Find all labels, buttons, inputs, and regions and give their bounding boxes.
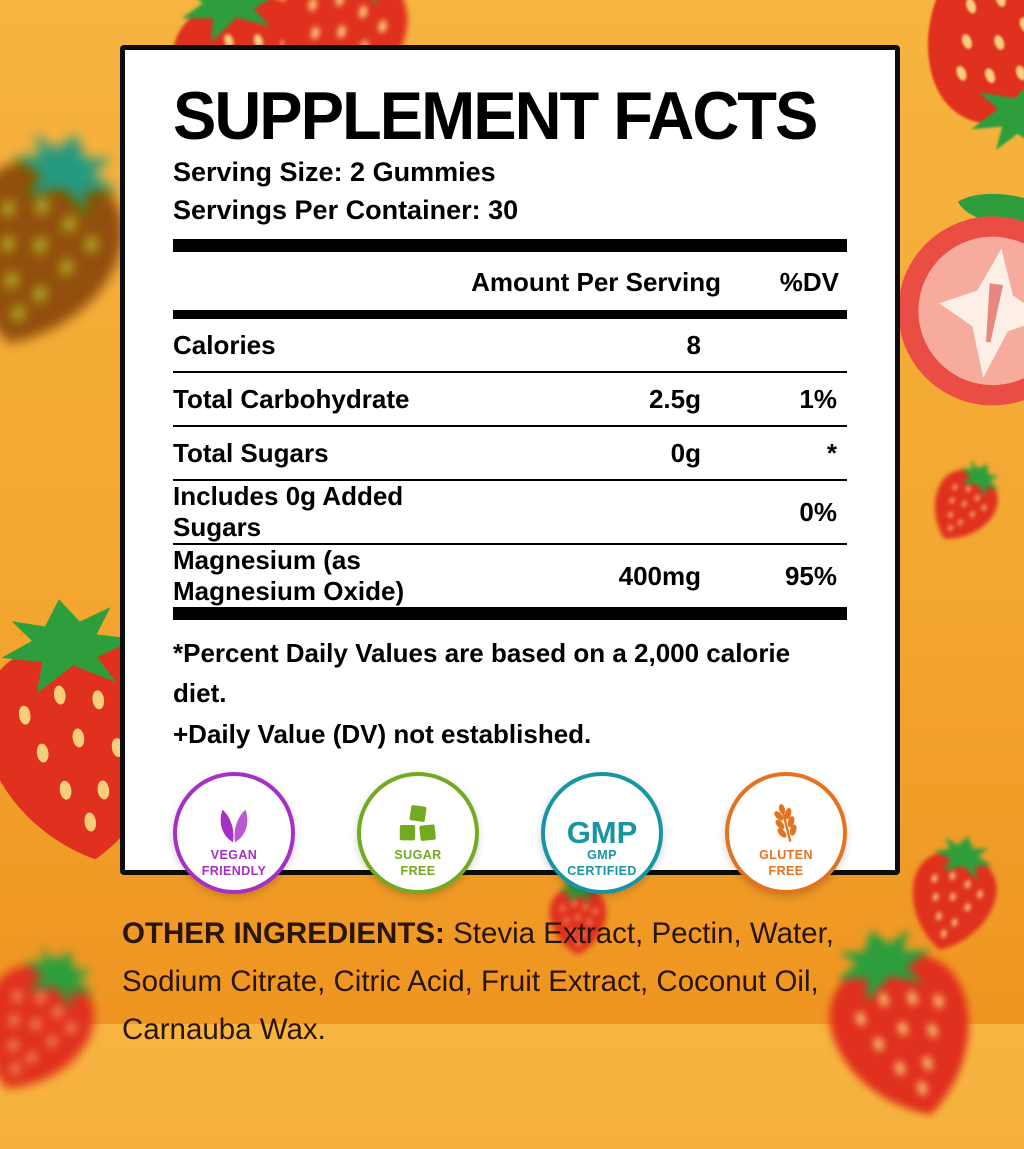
badge-gmp-certified: GMP GMP CERTIFIED <box>541 771 663 894</box>
gmp-text: GMP <box>567 790 638 848</box>
badge-label: CERTIFIED <box>567 863 637 878</box>
header-percent-dv: %DV <box>779 267 839 297</box>
nutrient-name: Total Sugars <box>173 437 329 468</box>
nutrient-amount: 8 <box>686 329 701 360</box>
table-row: Total Sugars 0g * <box>173 427 847 481</box>
certification-badges: VEGAN FRIENDLY SUGAR FREE GMP GMP CERTIF… <box>173 771 847 894</box>
strawberry-image <box>0 927 120 1112</box>
divider <box>173 310 847 319</box>
wheat-icon <box>763 790 809 848</box>
badge-sugar-free: SUGAR FREE <box>357 771 479 894</box>
nutrient-name: Calories <box>173 329 276 360</box>
serving-size: Serving Size: 2 Gummies <box>173 157 496 187</box>
nutrient-dv: * <box>826 437 837 468</box>
footnotes: *Percent Daily Values are based on a 2,0… <box>173 633 847 754</box>
servings-per-container: Servings Per Container: 30 <box>173 195 519 225</box>
badge-gluten-free: GLUTEN FREE <box>725 771 847 894</box>
badge-label: VEGAN <box>210 847 258 862</box>
table-row: Magnesium (as Magnesium Oxide) 400mg 95% <box>173 545 847 609</box>
table-header-row: Amount Per Serving %DV <box>173 252 847 310</box>
nutrient-amount: 2.5g <box>648 383 701 414</box>
divider <box>173 609 847 620</box>
strawberry-image <box>917 448 1014 554</box>
nutrient-dv: 0% <box>799 496 837 527</box>
badge-label: FRIENDLY <box>201 863 267 878</box>
badge-label: FREE <box>768 863 804 878</box>
other-ingredients-label: OTHER INGREDIENTS: <box>122 917 454 950</box>
badge-label: SUGAR <box>394 847 442 862</box>
nutrient-dv: 95% <box>784 560 837 591</box>
badge-label: FREE <box>400 863 436 878</box>
table-row: Total Carbohydrate 2.5g 1% <box>173 373 847 427</box>
leaves-icon <box>211 790 257 848</box>
other-ingredients: OTHER INGREDIENTS: Stevia Extract, Pecti… <box>122 910 904 1053</box>
supplement-facts-panel: SUPPLEMENT FACTS Serving Size: 2 Gummies… <box>120 45 900 894</box>
gmp-big-text: GMP <box>566 814 638 850</box>
sugar-cubes-icon <box>395 790 441 848</box>
header-amount-per-serving: Amount Per Serving <box>471 267 721 297</box>
nutrient-name: Magnesium (as Magnesium Oxide) <box>173 545 405 606</box>
table-row: Calories 8 <box>173 319 847 373</box>
nutrient-amount: 400mg <box>618 560 701 591</box>
nutrient-dv: 1% <box>799 383 837 414</box>
divider <box>173 239 847 252</box>
panel-title: SUPPLEMENT FACTS <box>173 77 818 154</box>
badge-label: GLUTEN <box>759 847 813 862</box>
nutrient-amount: 0g <box>670 437 701 468</box>
table-row: Includes 0g Added Sugars 0% <box>173 481 847 545</box>
nutrient-name: Total Carbohydrate <box>173 383 410 414</box>
badge-label: GMP <box>587 847 617 862</box>
footnote-daily-values: *Percent Daily Values are based on a 2,0… <box>173 638 791 709</box>
footnote-dv-not-established: +Daily Value (DV) not established. <box>173 718 592 749</box>
badge-vegan-friendly: VEGAN FRIENDLY <box>173 771 295 894</box>
nutrient-name: Includes 0g Added Sugars <box>173 481 404 542</box>
